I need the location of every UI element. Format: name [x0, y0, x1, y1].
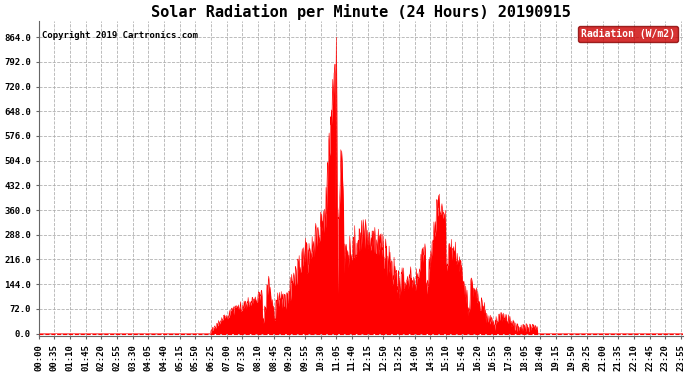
Title: Solar Radiation per Minute (24 Hours) 20190915: Solar Radiation per Minute (24 Hours) 20…: [151, 4, 571, 20]
Legend: Radiation (W/m2): Radiation (W/m2): [578, 26, 678, 42]
Text: Copyright 2019 Cartronics.com: Copyright 2019 Cartronics.com: [42, 31, 198, 40]
